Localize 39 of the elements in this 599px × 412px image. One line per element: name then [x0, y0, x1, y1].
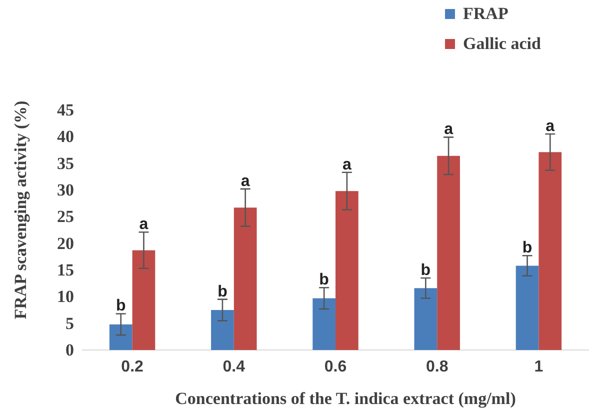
y-tick-label: 30 — [57, 180, 74, 200]
x-tick-label: 0.6 — [324, 358, 347, 376]
y-tick-label: 20 — [57, 234, 74, 253]
y-tick-label: 5 — [66, 314, 74, 333]
annotation: a — [444, 121, 454, 138]
bar — [414, 288, 438, 350]
bar — [516, 266, 539, 350]
annotation: b — [420, 262, 431, 279]
legend-label: Gallic acid — [463, 34, 542, 53]
annotation: a — [546, 118, 555, 135]
y-axis-title: FRAP scavenging activity (%) — [11, 100, 30, 320]
annotation: a — [139, 216, 148, 234]
bar — [312, 298, 336, 350]
bar — [538, 152, 562, 350]
bar — [132, 250, 156, 350]
y-tick-label: 0 — [66, 340, 74, 360]
bar — [437, 156, 460, 350]
y-tick-label: 25 — [57, 207, 74, 226]
annotation: a — [342, 156, 352, 174]
bar — [234, 208, 257, 350]
y-tick-label: 35 — [57, 154, 74, 173]
x-tick-label: 0.4 — [222, 358, 246, 376]
annotation: b — [116, 298, 126, 315]
annotation: b — [522, 240, 532, 257]
annotation: b — [319, 272, 330, 289]
annotation: b — [218, 283, 228, 300]
bar — [211, 310, 234, 350]
x-tick-label: 0.8 — [426, 358, 448, 376]
y-tick-label: 40 — [57, 127, 74, 146]
y-tick-label: 15 — [57, 260, 74, 280]
y-tick-label: 45 — [57, 100, 74, 120]
x-tick-label: 1 — [534, 358, 544, 376]
annotation: a — [240, 172, 250, 190]
x-tick-label: 0.2 — [121, 358, 144, 376]
bar — [109, 324, 132, 350]
y-tick-label: 10 — [57, 287, 74, 306]
x-axis-title: Concentrations of the T. indica extract (mg/ml) — [175, 389, 516, 408]
legend-label: FRAP — [463, 4, 508, 23]
bar — [336, 191, 358, 350]
